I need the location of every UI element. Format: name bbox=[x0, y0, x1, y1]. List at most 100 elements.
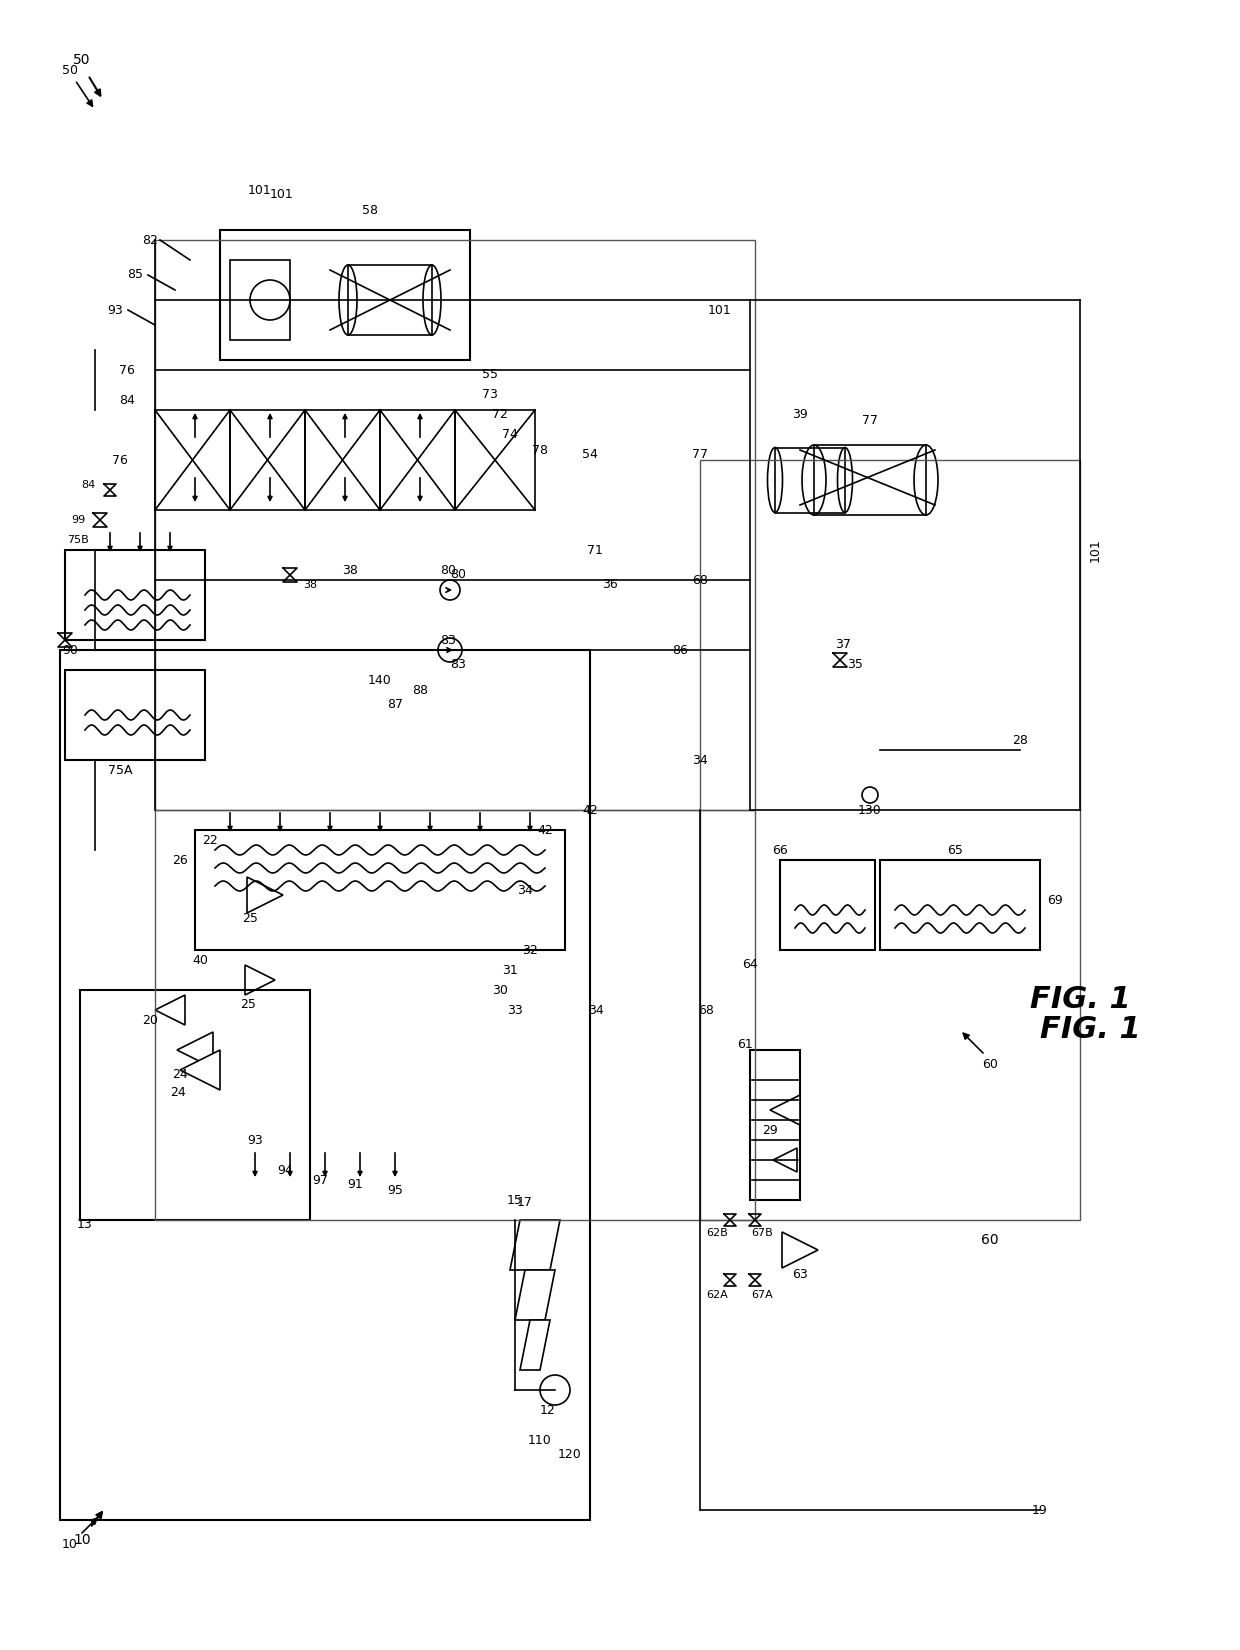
Text: 78: 78 bbox=[532, 444, 548, 457]
Text: 94: 94 bbox=[277, 1163, 293, 1176]
Text: 75A: 75A bbox=[108, 764, 133, 777]
Text: 40: 40 bbox=[192, 954, 208, 967]
Polygon shape bbox=[520, 1320, 551, 1369]
Bar bbox=[750, 1049, 800, 1200]
Polygon shape bbox=[773, 1148, 797, 1171]
Text: 91: 91 bbox=[347, 1178, 363, 1191]
Text: 15: 15 bbox=[507, 1193, 523, 1206]
Text: 34: 34 bbox=[588, 1003, 604, 1016]
Text: 34: 34 bbox=[517, 883, 533, 896]
Text: 13: 13 bbox=[77, 1218, 93, 1231]
Text: 73: 73 bbox=[482, 388, 498, 401]
Text: 58: 58 bbox=[362, 203, 378, 216]
Bar bbox=[775, 447, 844, 513]
Text: 54: 54 bbox=[582, 449, 598, 462]
Polygon shape bbox=[515, 1270, 556, 1320]
Text: 84: 84 bbox=[119, 393, 135, 406]
Text: 30: 30 bbox=[492, 983, 508, 997]
Bar bbox=[195, 830, 565, 950]
Text: 60: 60 bbox=[981, 1233, 998, 1247]
Text: 93: 93 bbox=[247, 1134, 263, 1147]
Text: FIG. 1: FIG. 1 bbox=[1029, 985, 1131, 1015]
Bar bbox=[780, 860, 875, 950]
Text: 80: 80 bbox=[440, 564, 456, 576]
Polygon shape bbox=[510, 1219, 560, 1270]
Polygon shape bbox=[155, 995, 185, 1025]
Text: 76: 76 bbox=[112, 454, 128, 467]
Text: 50: 50 bbox=[62, 63, 78, 76]
Text: 86: 86 bbox=[672, 644, 688, 657]
Bar bbox=[701, 460, 1080, 1219]
Text: 25: 25 bbox=[242, 911, 258, 924]
Text: 75B: 75B bbox=[67, 535, 89, 544]
Bar bbox=[155, 409, 229, 510]
Text: 82: 82 bbox=[143, 234, 157, 246]
Text: 67B: 67B bbox=[751, 1228, 773, 1238]
Bar bbox=[379, 409, 455, 510]
Bar bbox=[155, 810, 755, 1219]
Text: 34: 34 bbox=[692, 754, 708, 767]
Text: 20: 20 bbox=[143, 1013, 157, 1026]
Text: 35: 35 bbox=[847, 658, 863, 672]
Text: 62B: 62B bbox=[706, 1228, 728, 1238]
Text: 101: 101 bbox=[248, 183, 272, 196]
Text: 93: 93 bbox=[107, 304, 123, 317]
Text: 33: 33 bbox=[507, 1003, 523, 1016]
Text: 72: 72 bbox=[492, 409, 508, 421]
Polygon shape bbox=[246, 965, 275, 995]
Text: 17: 17 bbox=[517, 1196, 533, 1208]
Text: 31: 31 bbox=[502, 964, 518, 977]
Text: 38: 38 bbox=[303, 581, 317, 591]
Text: 120: 120 bbox=[558, 1449, 582, 1462]
Text: 39: 39 bbox=[792, 409, 808, 421]
Text: 37: 37 bbox=[835, 639, 851, 652]
Text: 24: 24 bbox=[172, 1069, 188, 1081]
Bar bbox=[880, 860, 1040, 950]
Text: 101: 101 bbox=[708, 304, 732, 317]
Text: 10: 10 bbox=[62, 1538, 78, 1551]
Text: 60: 60 bbox=[982, 1059, 998, 1071]
Bar bbox=[305, 409, 379, 510]
Text: 77: 77 bbox=[862, 414, 878, 426]
Text: 29: 29 bbox=[763, 1124, 777, 1137]
Text: 50: 50 bbox=[73, 53, 91, 68]
Text: 97: 97 bbox=[312, 1173, 327, 1186]
Bar bbox=[60, 650, 590, 1520]
Bar bbox=[64, 549, 205, 640]
Bar bbox=[64, 670, 205, 761]
Text: 71: 71 bbox=[587, 543, 603, 556]
Bar bbox=[81, 990, 310, 1219]
Text: 99: 99 bbox=[71, 515, 86, 525]
Text: 10: 10 bbox=[73, 1533, 91, 1548]
Text: 42: 42 bbox=[582, 804, 598, 817]
Polygon shape bbox=[177, 1031, 213, 1068]
Polygon shape bbox=[770, 1096, 800, 1125]
Text: 28: 28 bbox=[1012, 734, 1028, 746]
Polygon shape bbox=[180, 1049, 219, 1091]
Bar bbox=[219, 229, 470, 360]
Text: 110: 110 bbox=[528, 1434, 552, 1447]
Text: 64: 64 bbox=[742, 959, 758, 972]
Bar bbox=[229, 261, 290, 340]
Text: 85: 85 bbox=[126, 269, 143, 282]
Text: 19: 19 bbox=[1032, 1503, 1048, 1516]
Text: 55: 55 bbox=[482, 368, 498, 381]
Text: 66: 66 bbox=[773, 843, 787, 856]
Text: 87: 87 bbox=[387, 698, 403, 711]
Text: 24: 24 bbox=[170, 1086, 186, 1099]
Text: 80: 80 bbox=[450, 569, 466, 581]
Text: 68: 68 bbox=[692, 574, 708, 586]
Text: 63: 63 bbox=[792, 1269, 808, 1282]
Text: 83: 83 bbox=[440, 634, 456, 647]
Text: 90: 90 bbox=[62, 644, 78, 657]
Bar bbox=[155, 239, 755, 810]
Text: 36: 36 bbox=[603, 579, 618, 591]
Text: 68: 68 bbox=[698, 1003, 714, 1016]
Text: 25: 25 bbox=[241, 998, 255, 1011]
Bar bbox=[813, 446, 926, 515]
Text: 83: 83 bbox=[450, 658, 466, 672]
Text: 88: 88 bbox=[412, 683, 428, 696]
Text: 84: 84 bbox=[81, 480, 95, 490]
Text: 62A: 62A bbox=[706, 1290, 728, 1300]
Bar bbox=[348, 266, 432, 335]
